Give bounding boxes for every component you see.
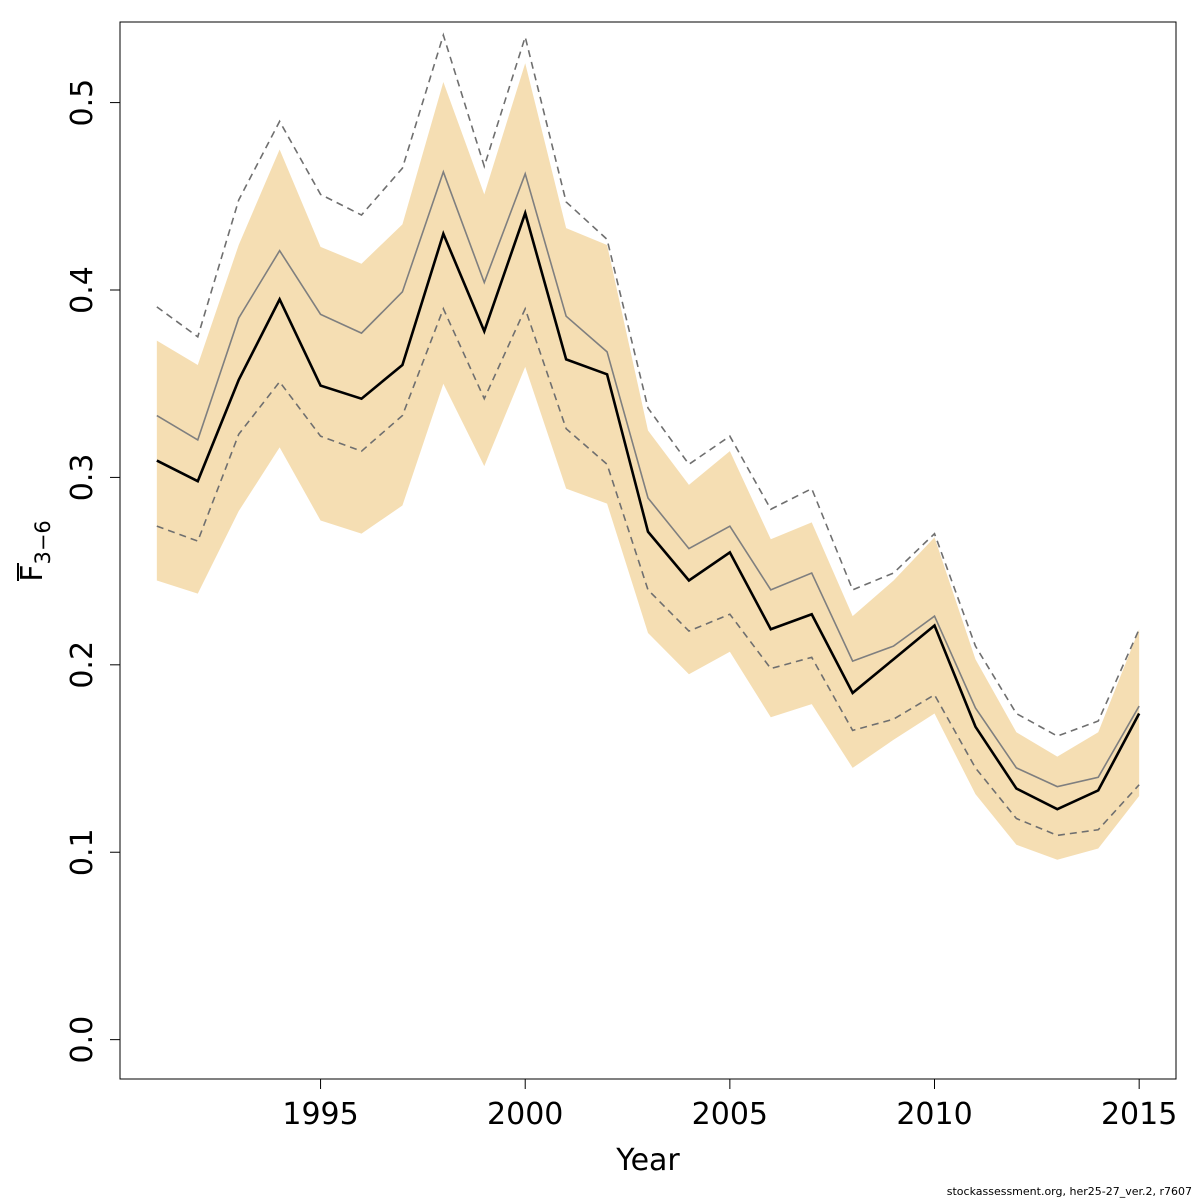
y-tick-label: 0.5 (65, 79, 100, 127)
y-axis-title-subscript: 3−6 (31, 520, 55, 564)
x-tick-label: 2000 (487, 1097, 563, 1132)
y-tick-label: 0.0 (65, 1016, 100, 1064)
y-tick-label: 0.1 (65, 828, 100, 876)
x-axis-title: Year (615, 1143, 680, 1178)
y-tick-label: 0.4 (65, 266, 100, 314)
series-line-dashed-grey-upper (156, 32, 1140, 737)
series-lines-layer (156, 32, 1141, 837)
x-tick-label: 2015 (1101, 1097, 1177, 1132)
series-line-solid-black (156, 208, 1141, 811)
y-axis: 0.0 0.1 0.2 0.3 0.4 0.5 (65, 79, 120, 1064)
y-axis-title-base: F (15, 565, 50, 582)
series-line-solid-grey (156, 169, 1140, 788)
series-line-dashed-grey-lower (156, 306, 1140, 837)
y-axis-title: F3−6 (15, 520, 55, 582)
x-tick-label: 2010 (896, 1097, 972, 1132)
y-tick-label: 0.2 (65, 641, 100, 689)
svg-text:F3−6: F3−6 (15, 520, 55, 582)
footer-credit: stockassessment.org, her25-27_ver.2, r76… (946, 1185, 1192, 1198)
x-tick-label: 1995 (282, 1097, 358, 1132)
x-axis: 1995 2000 2005 2010 2015 (282, 1079, 1177, 1132)
plot-frame (119, 21, 1177, 1080)
y-tick-label: 0.3 (65, 454, 100, 502)
x-tick-label: 2005 (692, 1097, 768, 1132)
